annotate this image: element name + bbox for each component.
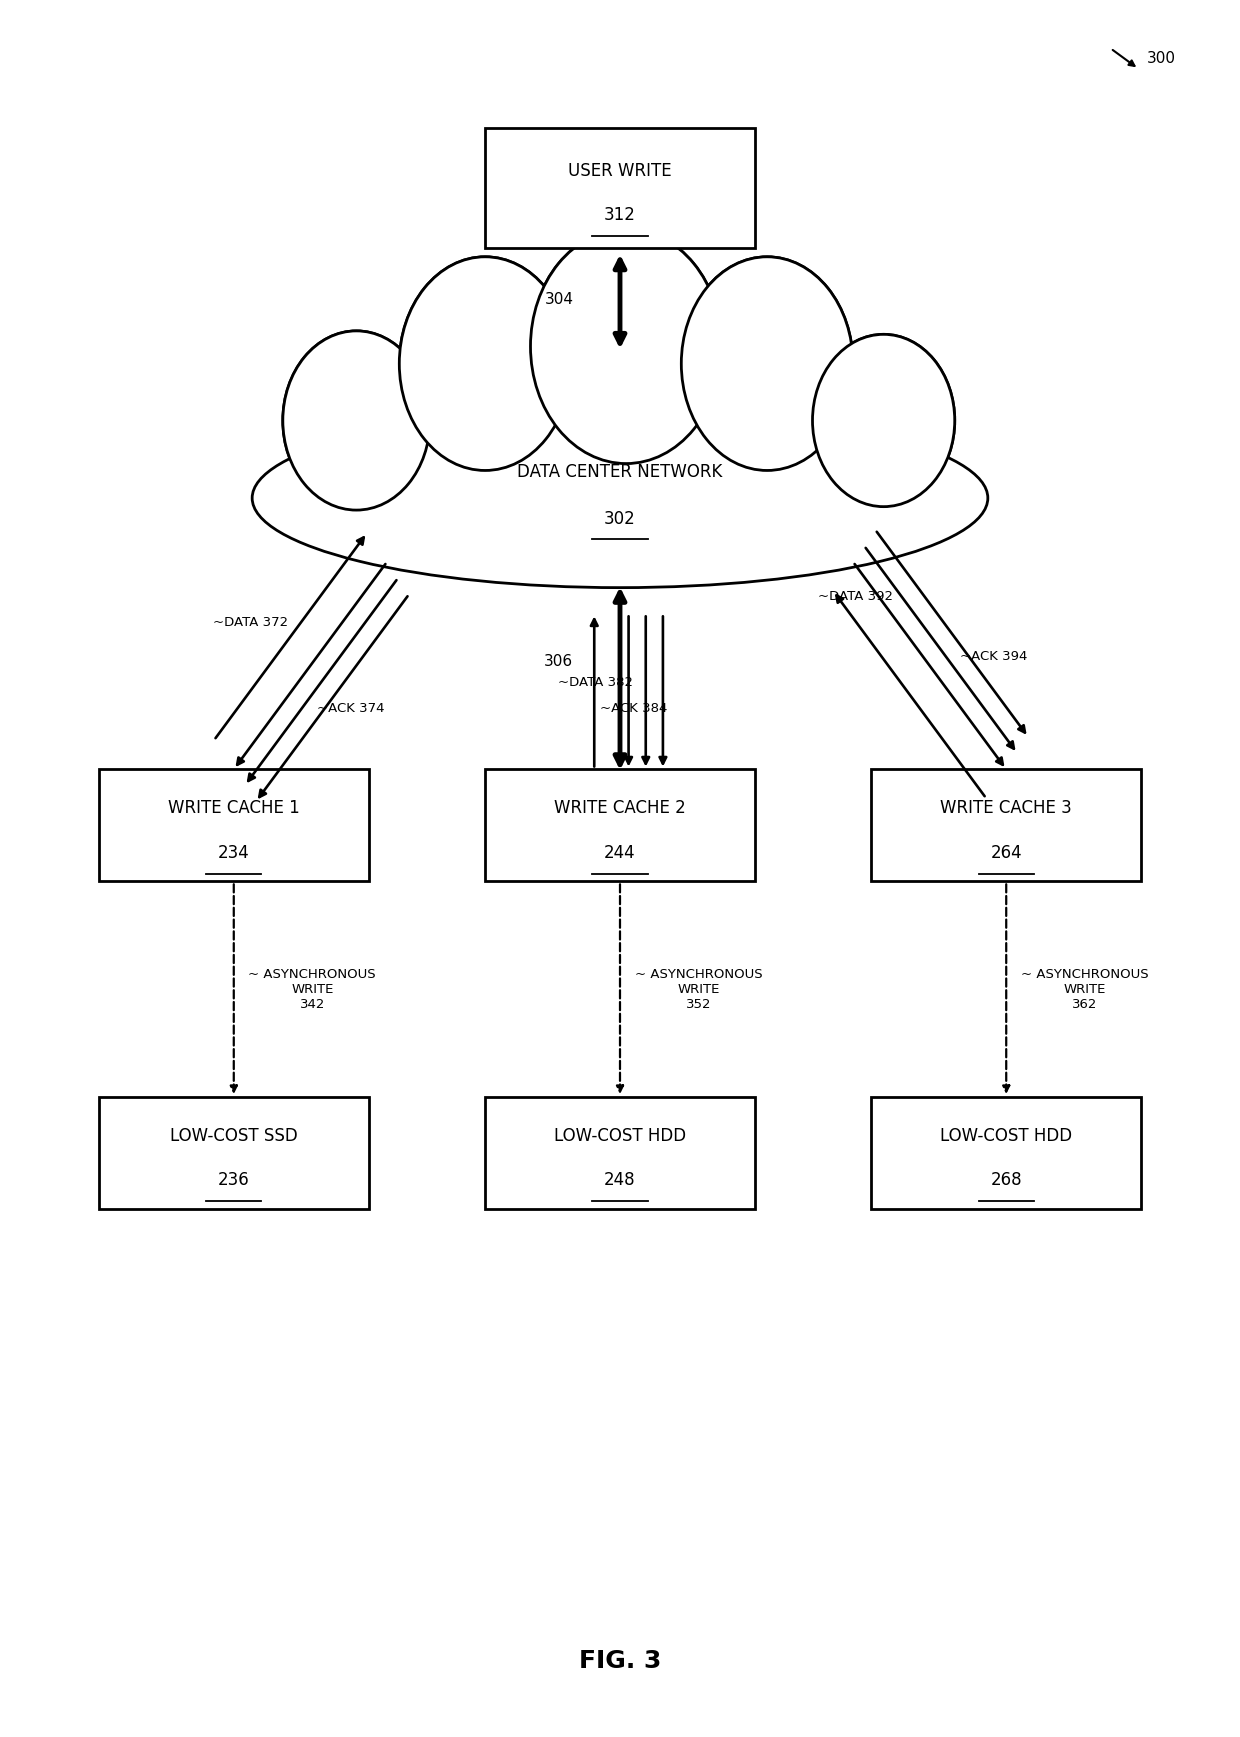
Text: LOW-COST SSD: LOW-COST SSD bbox=[170, 1127, 298, 1145]
Text: 234: 234 bbox=[218, 844, 249, 862]
Text: 304: 304 bbox=[544, 292, 573, 307]
Text: ~DATA 372: ~DATA 372 bbox=[213, 617, 289, 629]
Bar bbox=[872, 1096, 1141, 1209]
Ellipse shape bbox=[531, 229, 722, 464]
Ellipse shape bbox=[531, 229, 722, 464]
Bar bbox=[485, 769, 755, 881]
Bar bbox=[485, 1096, 755, 1209]
Text: 264: 264 bbox=[991, 844, 1022, 862]
Bar bbox=[99, 1096, 368, 1209]
Text: ~ ASYNCHRONOUS
WRITE
352: ~ ASYNCHRONOUS WRITE 352 bbox=[635, 968, 763, 1011]
Bar bbox=[485, 127, 755, 248]
Text: WRITE CACHE 3: WRITE CACHE 3 bbox=[940, 799, 1073, 816]
Text: ~DATA 382: ~DATA 382 bbox=[558, 676, 634, 690]
Text: USER WRITE: USER WRITE bbox=[568, 162, 672, 179]
Text: 248: 248 bbox=[604, 1171, 636, 1190]
Text: FIG. 3: FIG. 3 bbox=[579, 1648, 661, 1673]
Text: ~DATA 392: ~DATA 392 bbox=[818, 591, 893, 603]
Text: WRITE CACHE 1: WRITE CACHE 1 bbox=[167, 799, 300, 816]
Text: ~ACK 384: ~ACK 384 bbox=[600, 702, 668, 716]
Ellipse shape bbox=[283, 330, 430, 511]
Ellipse shape bbox=[399, 257, 570, 471]
Text: ~ ASYNCHRONOUS
WRITE
362: ~ ASYNCHRONOUS WRITE 362 bbox=[1021, 968, 1148, 1011]
Text: 300: 300 bbox=[1147, 50, 1177, 66]
Ellipse shape bbox=[681, 257, 853, 471]
Bar bbox=[99, 769, 368, 881]
Ellipse shape bbox=[399, 257, 570, 471]
Text: 236: 236 bbox=[218, 1171, 249, 1190]
Ellipse shape bbox=[812, 334, 955, 507]
Text: WRITE CACHE 2: WRITE CACHE 2 bbox=[554, 799, 686, 816]
Text: ~ACK 394: ~ACK 394 bbox=[960, 650, 1028, 664]
Text: LOW-COST HDD: LOW-COST HDD bbox=[940, 1127, 1073, 1145]
Ellipse shape bbox=[681, 257, 853, 471]
Text: ~ ASYNCHRONOUS
WRITE
342: ~ ASYNCHRONOUS WRITE 342 bbox=[248, 968, 376, 1011]
Ellipse shape bbox=[252, 408, 988, 587]
Text: 312: 312 bbox=[604, 207, 636, 224]
Text: 302: 302 bbox=[604, 509, 636, 528]
Text: 268: 268 bbox=[991, 1171, 1022, 1190]
Text: ~ACK 374: ~ACK 374 bbox=[316, 702, 384, 716]
Text: LOW-COST HDD: LOW-COST HDD bbox=[554, 1127, 686, 1145]
Text: 306: 306 bbox=[544, 653, 573, 669]
Ellipse shape bbox=[283, 330, 430, 511]
Bar bbox=[872, 769, 1141, 881]
Ellipse shape bbox=[812, 334, 955, 507]
Text: DATA CENTER NETWORK: DATA CENTER NETWORK bbox=[517, 464, 723, 481]
Text: 244: 244 bbox=[604, 844, 636, 862]
